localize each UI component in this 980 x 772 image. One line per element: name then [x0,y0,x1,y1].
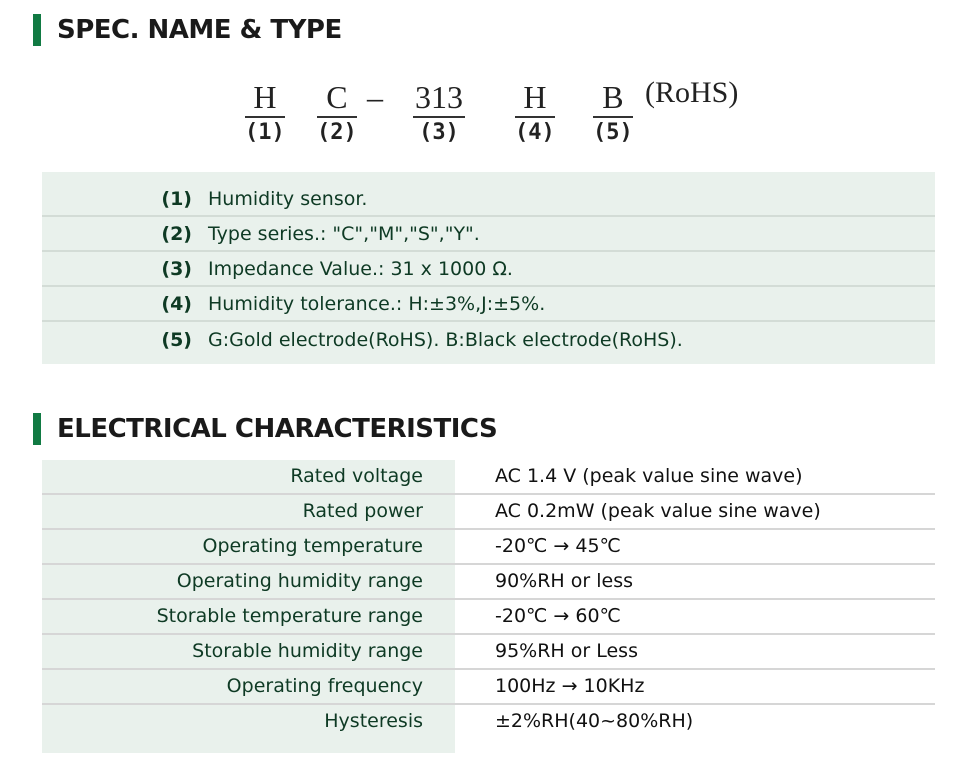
code-part: H (4) [515,78,555,148]
code-letter: H [245,78,285,118]
list-item: (3) Impedance Value.: 31 x 1000 Ω. [42,252,935,287]
code-index: (5) [593,120,633,145]
row-label: Rated voltage [42,460,455,493]
electrical-heading-text: ELECTRICAL CHARACTERISTICS [57,414,498,444]
item-text: Humidity sensor. [208,187,368,210]
item-number: (1) [161,187,192,210]
electrical-heading: ELECTRICAL CHARACTERISTICS [33,413,498,445]
code-letter: C [317,78,357,118]
code-part: C (2) [317,78,357,148]
electrical-table: Rated voltage AC 1.4 V (peak value sine w… [42,460,935,753]
table-row: Operating frequency 100Hz → 10KHz [42,670,935,705]
table-row: Storable temperature range -20℃ → 60℃ [42,600,935,635]
row-value: -20℃ → 60℃ [495,605,621,627]
item-text: Impedance Value.: 31 x 1000 Ω. [208,257,513,280]
heading-accent-bar [33,14,41,46]
row-value: 90%RH or less [495,570,634,592]
list-item: (1) Humidity sensor. [42,182,935,217]
code-index: (1) [245,120,285,145]
row-label: Storable humidity range [42,635,455,668]
list-item: (5) G:Gold electrode(RoHS). B:Black elect… [42,322,935,357]
item-number: (3) [161,257,192,280]
code-dash: – [367,79,383,115]
code-index: (3) [419,120,459,145]
table-row: Rated power AC 0.2mW (peak value sine wav… [42,495,935,530]
code-index: (2) [317,120,357,145]
row-label: Operating frequency [42,670,455,703]
item-number: (2) [161,222,192,245]
row-value: AC 1.4 V (peak value sine wave) [495,465,803,487]
row-value: ±2%RH(40~80%RH) [495,710,694,732]
code-letter: B [593,78,633,118]
list-item: (2) Type series.: "C","M","S","Y". [42,217,935,252]
table-row: Operating humidity range 90%RH or less [42,565,935,600]
spec-heading: SPEC. NAME & TYPE [33,14,342,46]
code-letter: 313 [413,78,465,118]
code-part: 313 (3) [413,78,465,148]
row-label: Hysteresis [42,705,455,753]
item-text: Humidity tolerance.: H:±3%,J:±5%. [208,292,546,315]
item-number: (4) [161,292,192,315]
row-value: 100Hz → 10KHz [495,675,645,697]
item-number: (5) [161,328,192,351]
item-text: Type series.: "C","M","S","Y". [208,222,480,245]
table-row: Operating temperature -20℃ → 45℃ [42,530,935,565]
table-row: Storable humidity range 95%RH or Less [42,635,935,670]
heading-accent-bar [33,413,41,445]
table-row: Hysteresis ±2%RH(40~80%RH) [42,705,935,753]
code-part: H (1) [245,78,285,148]
code-part: B (5) [593,78,633,148]
row-label: Operating humidity range [42,565,455,598]
row-value: -20℃ → 45℃ [495,535,621,557]
row-value: 95%RH or Less [495,640,638,662]
item-text: G:Gold electrode(RoHS). B:Black electrod… [208,328,683,351]
code-letter: H [515,78,555,118]
row-label: Rated power [42,495,455,528]
row-value: AC 0.2mW (peak value sine wave) [495,500,821,522]
spec-legend-panel: (1) Humidity sensor. (2) Type series.: "C"… [42,172,935,364]
spec-heading-text: SPEC. NAME & TYPE [57,15,342,45]
table-row: Rated voltage AC 1.4 V (peak value sine w… [42,460,935,495]
code-index: (4) [515,120,555,145]
list-item: (4) Humidity tolerance.: H:±3%,J:±5%. [42,287,935,322]
code-rohs: (RoHS) [645,76,739,109]
row-label: Storable temperature range [42,600,455,633]
row-label: Operating temperature [42,530,455,563]
